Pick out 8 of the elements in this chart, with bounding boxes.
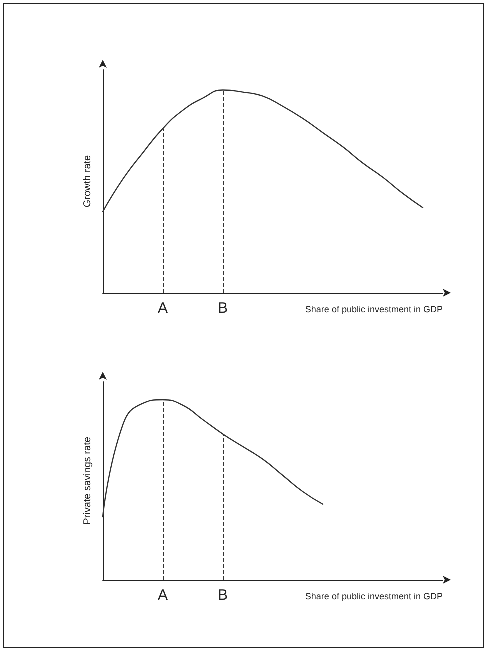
y-axis-title: Growth rate	[82, 154, 94, 208]
x-axis-title: Share of public investment in GDP	[305, 304, 443, 314]
x-tick-label: A	[158, 300, 168, 317]
x-tick-label: B	[218, 587, 228, 604]
x-tick-label: B	[218, 300, 228, 317]
x-axis-title: Share of public investment in GDP	[305, 592, 443, 602]
y-axis-title: Private savings rate	[82, 436, 94, 525]
x-tick-label: A	[158, 587, 168, 604]
